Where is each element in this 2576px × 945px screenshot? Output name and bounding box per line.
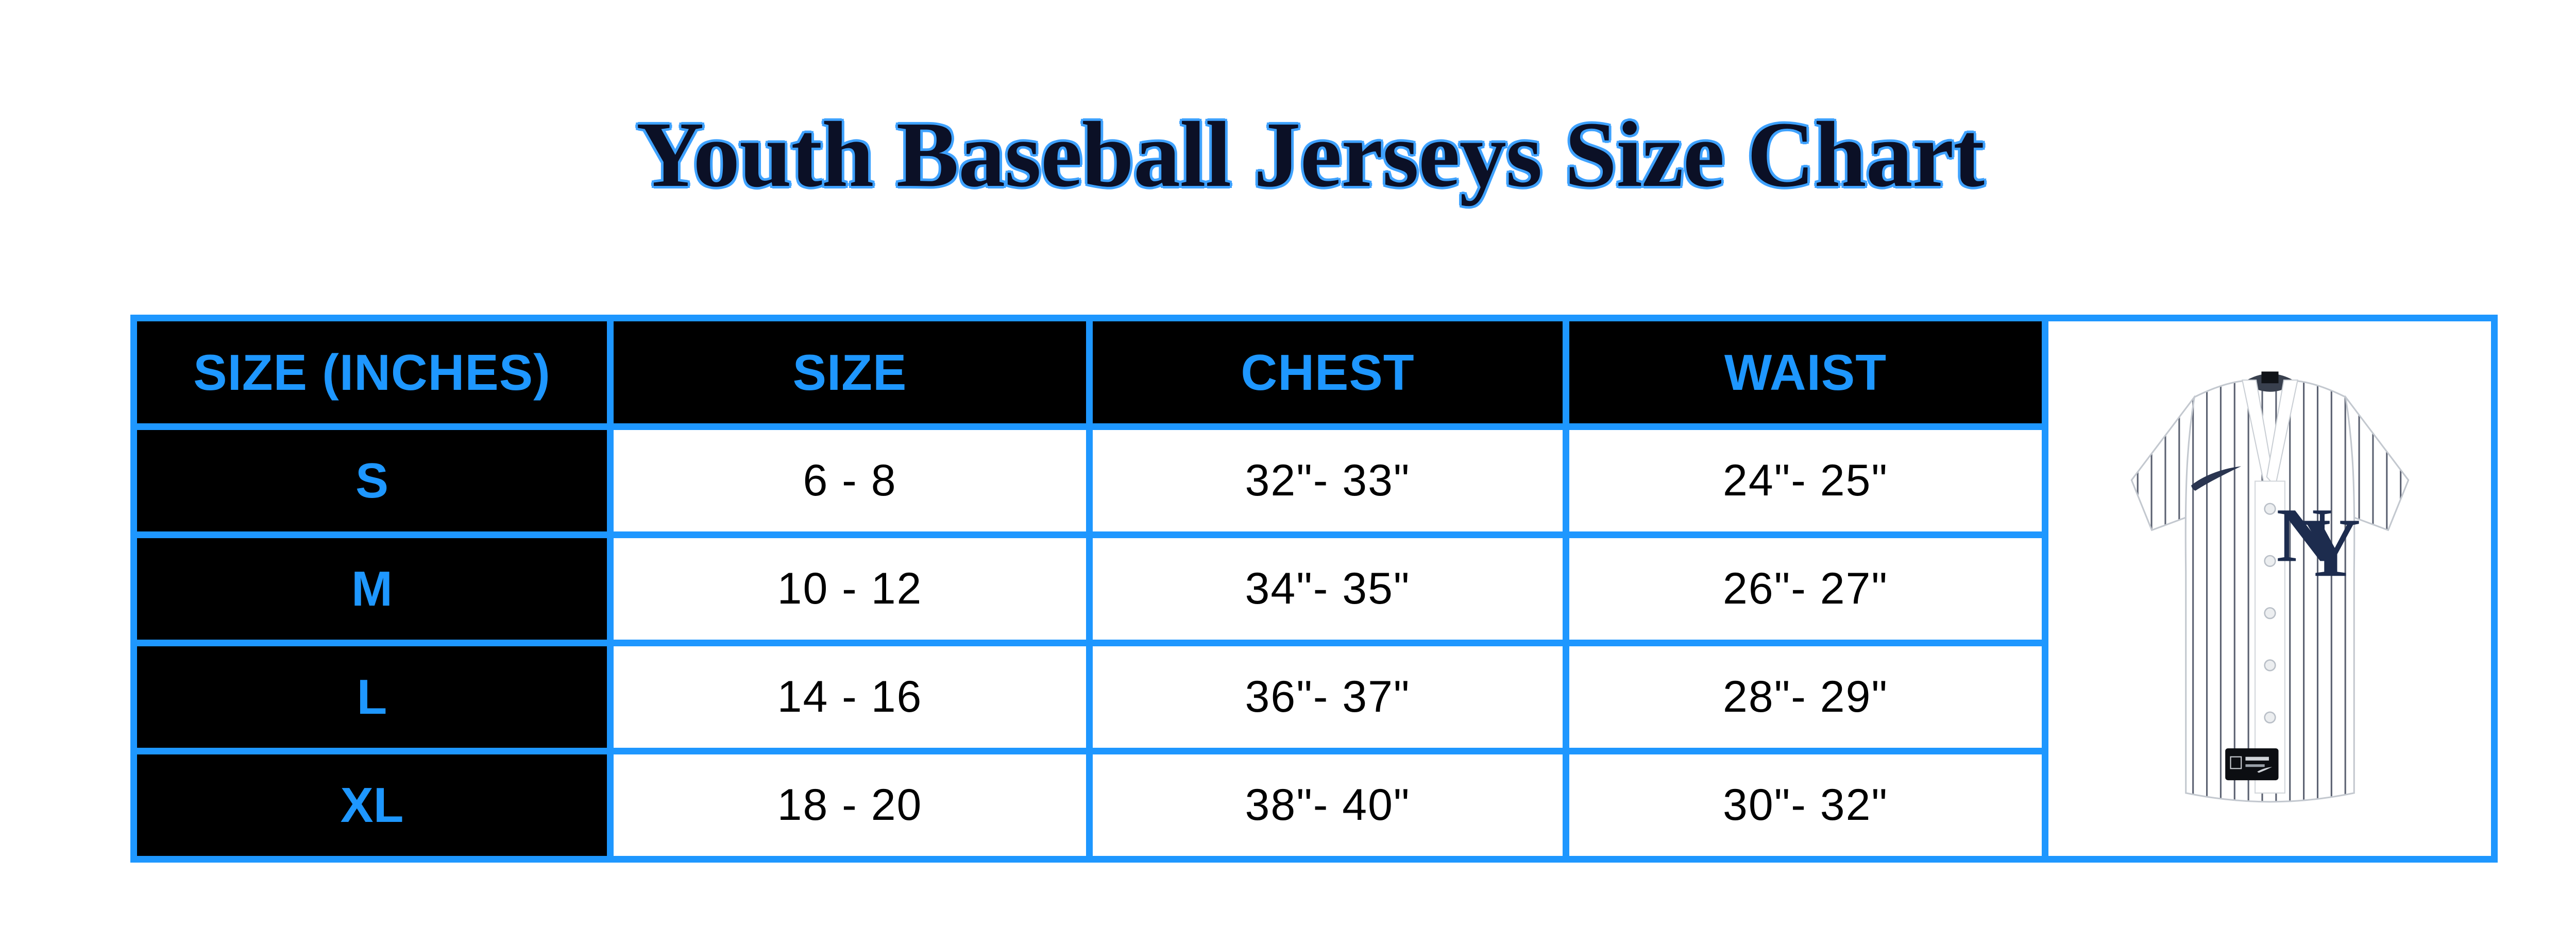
ny-interlocked-logo: N Y xyxy=(2276,492,2360,594)
svg-text:Y: Y xyxy=(2299,502,2360,594)
row-label-xl: XL xyxy=(130,748,614,863)
header-waist: WAIST xyxy=(1563,315,2048,430)
cell-size-l: 14 - 16 xyxy=(607,640,1093,754)
nike-swoosh-icon xyxy=(2191,466,2241,491)
cell-size-xl: 18 - 20 xyxy=(607,748,1093,863)
header-chest: CHEST xyxy=(1086,315,1569,430)
cell-size-s: 6 - 8 xyxy=(607,423,1093,538)
size-chart-table: SIZE (INCHES) SIZE CHEST WAIST xyxy=(130,315,2498,863)
cell-chest-s: 32"- 33" xyxy=(1086,423,1569,538)
table-row: M 10 - 12 34"- 35" 26"- 27" xyxy=(130,531,2495,646)
cell-chest-xl: 38"- 40" xyxy=(1086,748,1569,863)
collar-band-right xyxy=(2266,379,2298,488)
table-row: L 14 - 16 36"- 37" 28"- 29" xyxy=(130,640,2495,754)
row-label-m: M xyxy=(130,531,614,646)
jock-tag xyxy=(2225,748,2279,780)
table-row: XL 18 - 20 38"- 40" 30"- 32" xyxy=(130,748,2495,863)
cell-waist-s: 24"- 25" xyxy=(1563,423,2048,538)
header-size-inches: SIZE (INCHES) xyxy=(130,315,614,430)
header-row: SIZE (INCHES) SIZE CHEST WAIST xyxy=(130,315,2498,863)
collar-label xyxy=(2261,371,2279,383)
svg-text:N: N xyxy=(2276,492,2332,578)
table-row: S 6 - 8 32"- 33" 24"- 25" xyxy=(130,423,2495,538)
cell-chest-m: 34"- 35" xyxy=(1086,531,1569,646)
jersey-placket xyxy=(2254,480,2285,794)
page-title: Youth Baseball Jerseys Size Chart xyxy=(636,103,1985,207)
jersey-image: N Y xyxy=(2064,348,2476,827)
cell-waist-m: 26"- 27" xyxy=(1563,531,2048,646)
cell-waist-l: 28"- 29" xyxy=(1563,640,2048,754)
row-label-l: L xyxy=(130,640,614,754)
jersey-image-cell: N Y xyxy=(2042,315,2498,863)
cell-waist-xl: 30"- 32" xyxy=(1563,748,2048,863)
header-size: SIZE xyxy=(607,315,1093,430)
row-label-s: S xyxy=(130,423,614,538)
cell-chest-l: 36"- 37" xyxy=(1086,640,1569,754)
cell-size-m: 10 - 12 xyxy=(607,531,1093,646)
jersey-illustration: N Y xyxy=(2130,371,2409,802)
